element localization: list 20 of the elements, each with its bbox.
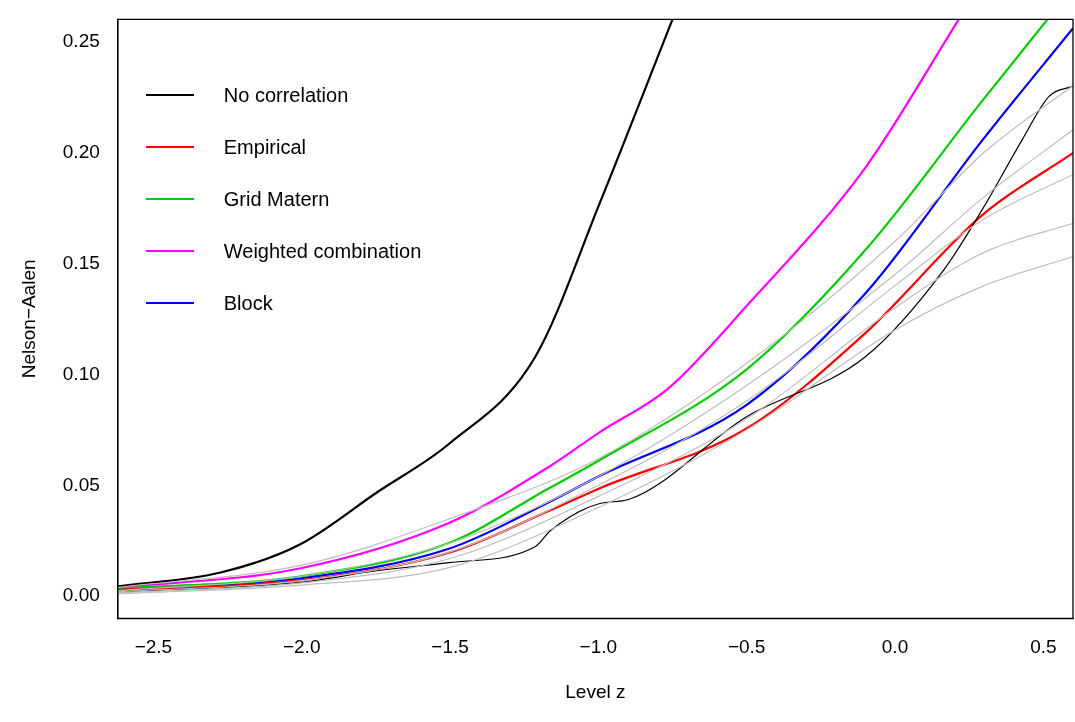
y-tick-label: 0.00 [62,584,100,606]
x-axis-title: Level z [565,680,626,702]
x-tick-label: 0.5 [1030,636,1057,658]
legend-label: No correlation [223,83,349,107]
y-tick-label: 0.05 [62,473,100,495]
legend-label: Grid Matern [223,187,330,211]
x-tick-label: −0.5 [727,636,766,658]
y-axis-title: Nelson−Aalen [17,259,39,379]
x-tick-label: −1.0 [579,636,618,658]
legend-label: Empirical [223,135,307,159]
legend-label: Block [223,291,273,315]
y-tick-label: 0.15 [62,251,100,273]
y-tick-label: 0.20 [62,140,100,162]
x-tick-label: 0.0 [881,636,909,658]
y-tick-label: 0.10 [62,362,100,384]
x-tick-label: −1.5 [431,636,469,658]
y-tick-label: 0.25 [62,29,100,51]
x-tick-label: −2.5 [134,636,173,658]
legend-label: Weighted combination [223,239,422,263]
x-tick-label: −2.0 [282,636,321,658]
